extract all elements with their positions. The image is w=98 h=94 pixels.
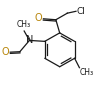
Text: N: N: [26, 35, 33, 45]
Text: CH₃: CH₃: [80, 68, 94, 77]
Text: Cl: Cl: [76, 7, 85, 16]
Text: O: O: [1, 47, 9, 57]
Text: CH₃: CH₃: [17, 20, 31, 29]
Text: O: O: [34, 13, 42, 23]
